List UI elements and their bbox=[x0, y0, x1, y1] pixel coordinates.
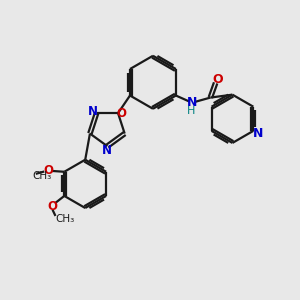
Text: O: O bbox=[212, 74, 223, 86]
Text: N: N bbox=[187, 96, 197, 110]
Text: N: N bbox=[88, 105, 98, 118]
Text: O: O bbox=[47, 200, 57, 213]
Text: O: O bbox=[43, 164, 53, 177]
Text: CH₃: CH₃ bbox=[33, 171, 52, 181]
Text: N: N bbox=[253, 127, 263, 140]
Text: O: O bbox=[117, 106, 127, 120]
Text: CH₃: CH₃ bbox=[56, 214, 75, 224]
Text: N: N bbox=[102, 144, 112, 157]
Text: H: H bbox=[187, 106, 195, 116]
